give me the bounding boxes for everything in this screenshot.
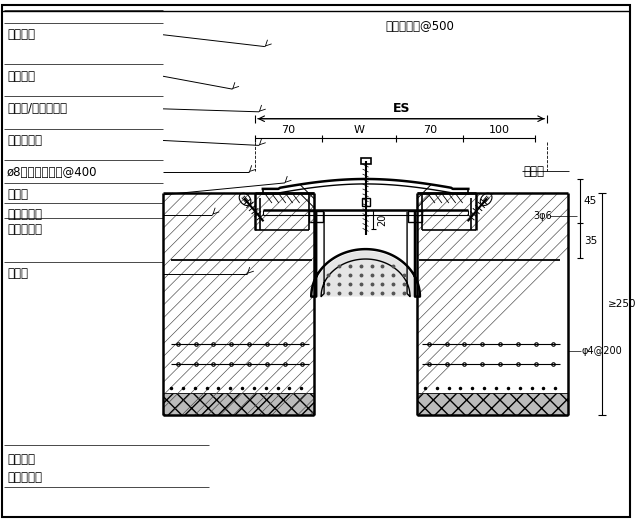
Bar	[362, 198, 369, 206]
Text: 70: 70	[423, 125, 437, 135]
Polygon shape	[417, 394, 568, 415]
Text: 45: 45	[584, 196, 597, 206]
Text: 按工程设计: 按工程设计	[7, 471, 42, 484]
Text: 选用阻火带: 选用阻火带	[7, 208, 42, 221]
Text: 按工程设计: 按工程设计	[7, 223, 42, 236]
Polygon shape	[163, 394, 314, 415]
Text: 铝合金基座: 铝合金基座	[7, 134, 42, 147]
Text: 屋面做法: 屋面做法	[7, 453, 35, 466]
Text: ø8塑料膨锡螺栓@400: ø8塑料膨锡螺栓@400	[7, 165, 97, 179]
Text: 20: 20	[378, 213, 387, 226]
Text: 35: 35	[584, 236, 597, 246]
Text: 不锈钢滑杆@500: 不锈钢滑杆@500	[385, 20, 454, 33]
Text: 止水尺片: 止水尺片	[7, 28, 35, 41]
Text: 3φ6: 3φ6	[534, 210, 552, 221]
Text: W: W	[354, 125, 365, 135]
Text: ≥250: ≥250	[607, 299, 636, 309]
Text: 70: 70	[282, 125, 296, 135]
Bar	[309, 210, 323, 222]
Text: 100: 100	[488, 125, 509, 135]
Text: 密封胶: 密封胶	[7, 267, 28, 280]
Ellipse shape	[480, 193, 492, 206]
Text: ES: ES	[392, 102, 410, 115]
Polygon shape	[313, 251, 418, 296]
Text: 密封胶: 密封胶	[7, 188, 28, 201]
Polygon shape	[163, 193, 314, 415]
Bar	[408, 210, 422, 222]
Text: 止水带: 止水带	[524, 164, 545, 177]
Ellipse shape	[239, 193, 251, 206]
Bar	[360, 158, 371, 164]
Text: 铝合金/不锈钗盖板: 铝合金/不锈钗盖板	[7, 102, 67, 115]
Text: 止水胶条: 止水胶条	[7, 70, 35, 82]
Polygon shape	[417, 193, 568, 415]
Text: φ4@200: φ4@200	[582, 346, 623, 356]
